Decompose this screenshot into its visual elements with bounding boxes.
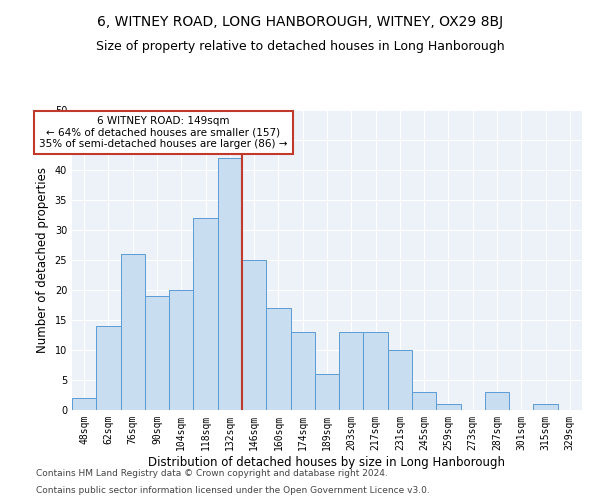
Bar xyxy=(533,404,558,410)
Bar xyxy=(145,296,169,410)
Bar xyxy=(218,158,242,410)
Text: 6, WITNEY ROAD, LONG HANBOROUGH, WITNEY, OX29 8BJ: 6, WITNEY ROAD, LONG HANBOROUGH, WITNEY,… xyxy=(97,15,503,29)
Bar xyxy=(485,392,509,410)
Bar xyxy=(315,374,339,410)
Bar xyxy=(290,332,315,410)
Bar xyxy=(242,260,266,410)
Bar xyxy=(436,404,461,410)
Bar xyxy=(339,332,364,410)
Bar xyxy=(364,332,388,410)
Bar xyxy=(193,218,218,410)
Y-axis label: Number of detached properties: Number of detached properties xyxy=(36,167,49,353)
Bar xyxy=(96,326,121,410)
Bar xyxy=(266,308,290,410)
Bar xyxy=(388,350,412,410)
Bar xyxy=(169,290,193,410)
Bar xyxy=(412,392,436,410)
Text: 6 WITNEY ROAD: 149sqm
← 64% of detached houses are smaller (157)
35% of semi-det: 6 WITNEY ROAD: 149sqm ← 64% of detached … xyxy=(39,116,287,149)
Text: Size of property relative to detached houses in Long Hanborough: Size of property relative to detached ho… xyxy=(95,40,505,53)
Bar xyxy=(121,254,145,410)
X-axis label: Distribution of detached houses by size in Long Hanborough: Distribution of detached houses by size … xyxy=(149,456,505,468)
Text: Contains HM Land Registry data © Crown copyright and database right 2024.: Contains HM Land Registry data © Crown c… xyxy=(36,468,388,477)
Bar xyxy=(72,398,96,410)
Text: Contains public sector information licensed under the Open Government Licence v3: Contains public sector information licen… xyxy=(36,486,430,495)
